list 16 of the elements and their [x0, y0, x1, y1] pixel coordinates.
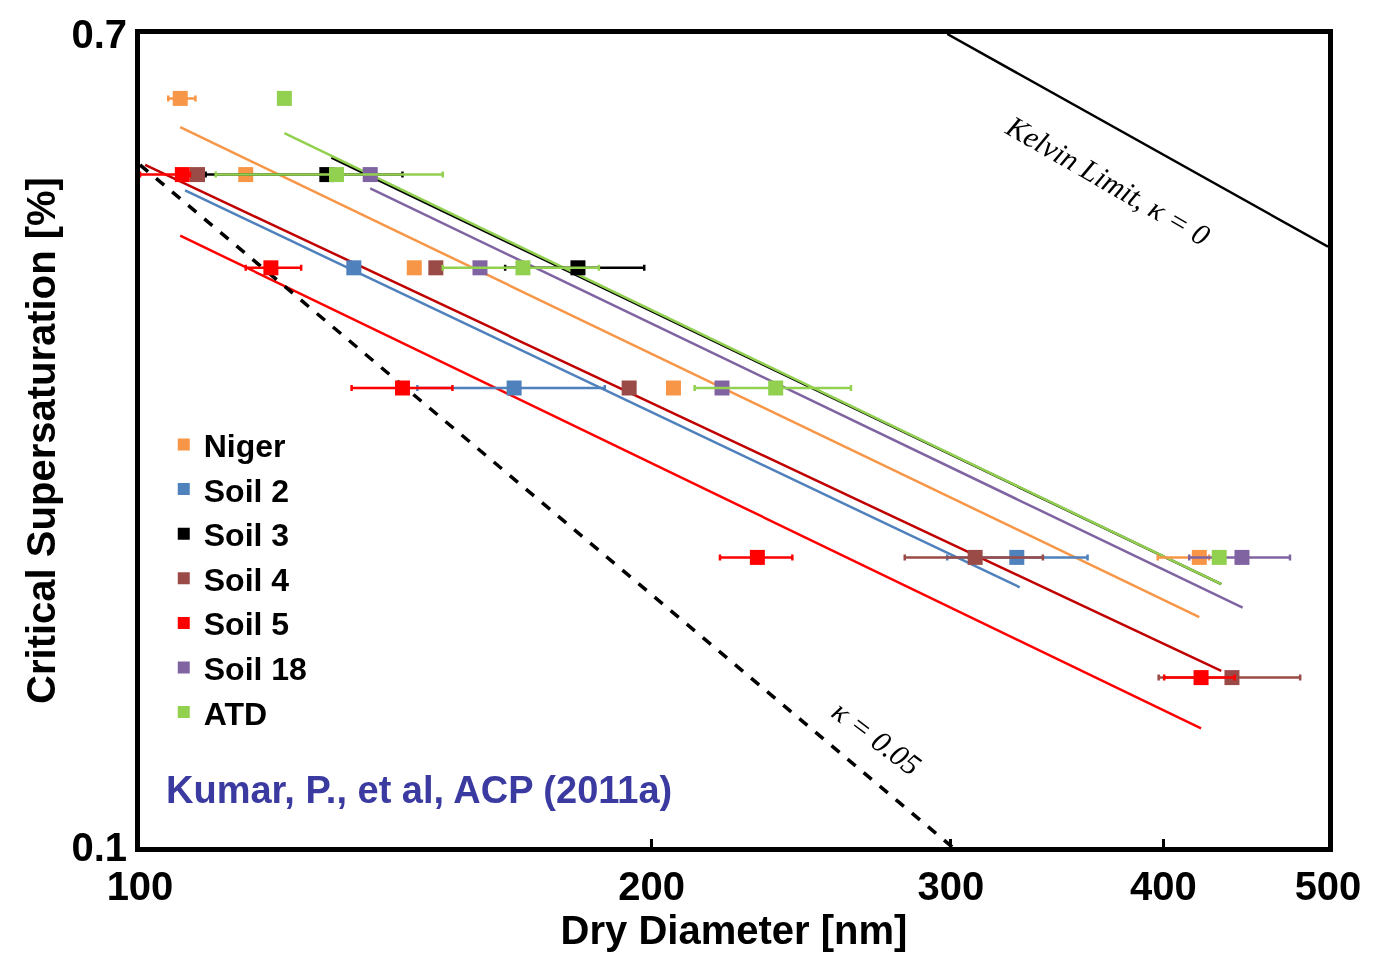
x-tick-label: 200	[618, 864, 686, 908]
x-tick-label: 400	[1129, 864, 1197, 908]
legend-label: Soil 5	[203, 606, 290, 643]
annotation: κ = 0.05	[826, 693, 928, 782]
annotation: Kumar, P., et al, ACP (2011a)	[166, 769, 673, 811]
legend-label: Soil 2	[203, 472, 290, 509]
legend-label: Soil 18	[203, 650, 307, 687]
legend-label: ATD	[203, 695, 268, 732]
x-tick-label: 300	[917, 864, 985, 908]
legend-label: Soil 4	[203, 561, 290, 598]
legend-label: Niger	[203, 427, 286, 464]
x-axis-title: Dry Diameter [nm]	[560, 908, 908, 952]
y-tick-label: 0.7	[71, 12, 127, 56]
y-axis-title: Critical Supersaturation [%]	[18, 177, 63, 704]
legend-label: Soil 3	[203, 517, 290, 554]
x-tick-label: 500	[1294, 864, 1362, 908]
